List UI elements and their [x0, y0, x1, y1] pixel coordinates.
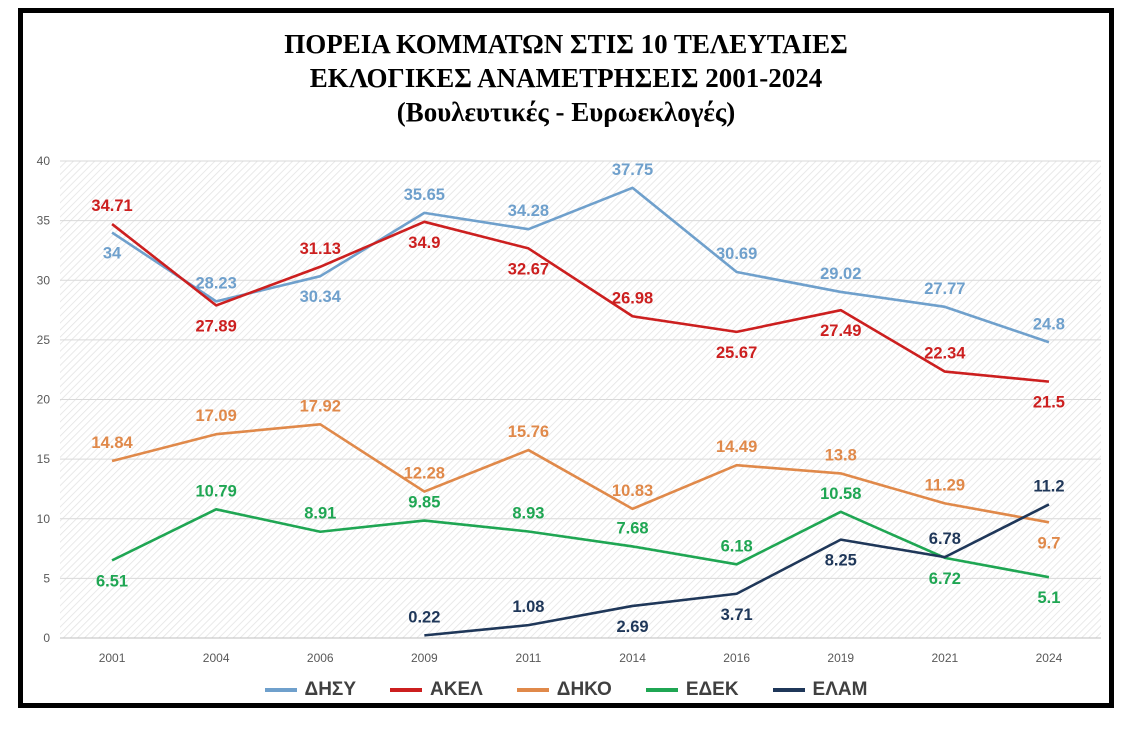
legend-swatch-2 [516, 688, 549, 692]
data-label-s0-2016: 30.69 [716, 245, 757, 263]
data-label-s4-2011: 1.08 [512, 598, 544, 616]
x-tick-label-2004: 2004 [203, 651, 230, 665]
chart-legend: ΔΗΣΥ ΑΚΕΛ ΔΗΚΟ ΕΔΕΚ ΕΛΑΜ [23, 679, 1109, 701]
data-label-s2-2014: 10.83 [612, 482, 653, 500]
legend-label-0: ΔΗΣΥ [304, 679, 356, 700]
data-label-s1-2021: 22.34 [924, 345, 966, 363]
data-label-s3-2019: 10.58 [820, 485, 861, 503]
data-label-s3-2009: 9.85 [408, 494, 440, 512]
y-tick-label-30: 30 [37, 273, 51, 287]
legend-swatch-0 [264, 688, 297, 692]
chart-subtitle: (Βουλευτικές - Ευρωεκλογές) [396, 97, 736, 127]
data-label-s1-2016: 25.67 [716, 344, 757, 362]
data-label-s1-2014: 26.98 [612, 289, 653, 307]
data-label-s4-2019: 8.25 [825, 552, 857, 570]
data-label-s2-2019: 13.8 [825, 446, 857, 464]
title-line-1: ΠΟΡΕΙΑ ΚΟΜΜΑΤΩΝ ΣΤΙΣ 10 ΤΕΛΕΥΤΑΙΕΣ [284, 29, 848, 59]
chart-title: ΠΟΡΕΙΑ ΚΟΜΜΑΤΩΝ ΣΤΙΣ 10 ΤΕΛΕΥΤΑΙΕΣ ΕΚΛΟΓ… [23, 27, 1109, 129]
data-label-s1-2024: 21.5 [1033, 394, 1065, 412]
y-tick-label-10: 10 [37, 512, 51, 526]
legend-label-4: ΕΛΑΜ [812, 679, 868, 700]
data-label-s3-2006: 8.91 [304, 505, 336, 523]
legend-item-4: ΕΛΑΜ [772, 679, 868, 701]
legend-swatch-3 [645, 688, 678, 692]
title-line-2: ΕΚΛΟΓΙΚΕΣ ΑΝΑΜΕΤΡΗΣΕΙΣ 2001-2024 [309, 63, 823, 93]
data-label-s0-2004: 28.23 [196, 274, 237, 292]
data-label-s3-2001: 6.51 [96, 572, 128, 590]
data-label-s0-2011: 34.28 [508, 202, 549, 220]
y-tick-label-0: 0 [43, 631, 50, 645]
data-label-s1-2001: 34.71 [91, 197, 132, 215]
data-label-s2-2021: 11.29 [925, 476, 965, 494]
data-label-s3-2004: 10.79 [196, 482, 237, 500]
data-label-s2-2001: 14.84 [91, 434, 133, 452]
line-chart: 0 5 10 15 20 25 30 35 40 2001 2004 2006 2009 2011 201… [37, 154, 1101, 665]
data-label-s2-2024: 9.7 [1037, 534, 1060, 552]
legend-label-1: ΑΚΕΛ [430, 679, 483, 700]
x-tick-label-2011: 2011 [516, 651, 542, 665]
data-label-s3-2011: 8.93 [512, 505, 544, 523]
data-label-s0-2021: 27.77 [924, 280, 965, 298]
x-tick-label-2006: 2006 [307, 651, 334, 665]
legend-label-2: ΔΗΚΟ [556, 679, 612, 700]
legend-item-0: ΔΗΣΥ [264, 679, 356, 701]
data-label-s1-2006: 31.13 [300, 240, 341, 258]
series-line-4 [424, 503, 1050, 637]
chart-frame: ΠΟΡΕΙΑ ΚΟΜΜΑΤΩΝ ΣΤΙΣ 10 ΤΕΛΕΥΤΑΙΕΣ ΕΚΛΟΓ… [18, 8, 1114, 708]
y-tick-label-20: 20 [37, 393, 51, 407]
data-label-s0-2019: 29.02 [820, 265, 861, 283]
data-label-s3-2014: 7.68 [616, 519, 648, 537]
data-label-s4-2014: 2.69 [616, 618, 648, 636]
legend-item-2: ΔΗΚΟ [516, 679, 612, 701]
data-label-s3-2021: 6.72 [929, 570, 961, 588]
data-label-s2-2006: 17.92 [300, 397, 341, 415]
legend-swatch-4 [772, 688, 805, 692]
data-label-s3-2024: 5.1 [1037, 589, 1060, 607]
data-label-s0-2009: 35.65 [404, 186, 445, 204]
data-label-s2-2004: 17.09 [196, 407, 237, 425]
data-label-s4-2021: 6.78 [929, 530, 961, 548]
x-tick-label-2021: 2021 [931, 651, 958, 665]
legend-item-1: ΑΚΕΛ [390, 679, 483, 701]
data-label-s3-2016: 6.18 [721, 537, 753, 555]
data-label-s4-2016: 3.71 [721, 606, 753, 624]
data-label-s0-2024: 24.8 [1033, 315, 1065, 333]
legend-swatch-1 [390, 688, 422, 692]
legend-item-3: ΕΔΕΚ [645, 679, 739, 701]
y-tick-label-5: 5 [43, 571, 50, 585]
data-label-s0-2006: 30.34 [300, 288, 342, 306]
y-tick-label-25: 25 [37, 333, 51, 347]
data-label-s2-2009: 12.28 [404, 465, 445, 483]
data-label-s0-2014: 37.75 [612, 161, 653, 179]
data-label-s4-2009: 0.22 [408, 608, 440, 626]
data-label-s2-2011: 15.76 [508, 423, 549, 441]
x-tick-label-2016: 2016 [723, 651, 750, 665]
data-label-s1-2004: 27.89 [196, 317, 237, 335]
y-tick-label-15: 15 [37, 452, 51, 466]
data-label-s1-2019: 27.49 [820, 322, 861, 340]
legend-label-3: ΕΔΕΚ [685, 679, 739, 700]
data-label-s4-2024: 11.2 [1033, 477, 1064, 495]
data-label-s2-2016: 14.49 [716, 438, 757, 456]
x-tick-label-2024: 2024 [1036, 651, 1063, 665]
series-line-1 [111, 220, 1050, 383]
series-line-2 [111, 423, 1050, 524]
x-tick-label-2001: 2001 [99, 651, 126, 665]
data-label-s0-2001: 34 [103, 245, 122, 263]
y-tick-label-35: 35 [37, 214, 51, 228]
y-tick-label-40: 40 [37, 154, 51, 168]
data-label-s1-2009: 34.9 [408, 234, 440, 252]
x-tick-label-2019: 2019 [827, 651, 854, 665]
data-label-s1-2011: 32.67 [508, 260, 549, 278]
series-line-0 [111, 186, 1050, 344]
x-tick-label-2014: 2014 [619, 651, 646, 665]
x-tick-label-2009: 2009 [411, 651, 438, 665]
series-line-3 [111, 508, 1050, 579]
